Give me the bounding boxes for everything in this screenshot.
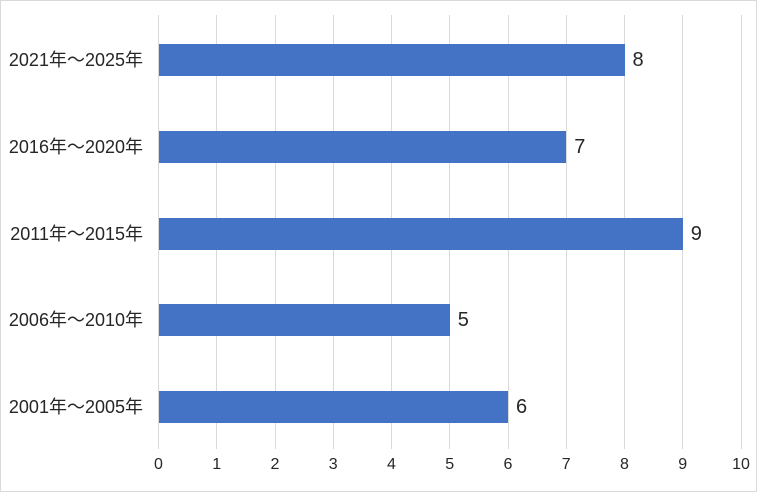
gridline (740, 15, 742, 449)
category-label: 2001年～2005年 (8, 397, 143, 417)
bar-value-label: 8 (632, 49, 644, 71)
x-tick-label: 3 (328, 456, 338, 473)
x-tick-label: 4 (387, 456, 396, 473)
gridline (158, 15, 159, 449)
category-label: 2016年～2020年 (8, 136, 143, 157)
x-tick-label: 0 (154, 456, 163, 473)
x-tick-label: 10 (732, 456, 750, 473)
x-tick-label: 7 (561, 456, 571, 473)
x-tick-label: 2 (270, 456, 280, 473)
bar (159, 391, 508, 423)
x-tick-label: 9 (678, 456, 688, 473)
bar (159, 130, 567, 163)
bar-value-label: 5 (457, 309, 469, 332)
x-tick-label: 6 (503, 456, 513, 473)
x-tick-label: 8 (620, 456, 629, 473)
bar-value-label: 9 (690, 222, 702, 245)
category-label: 2006年～2010年 (8, 310, 143, 331)
gridline (682, 15, 684, 449)
bar-value-label: 7 (574, 135, 586, 158)
category-label: 2011年～2015年 (10, 223, 143, 244)
x-tick-label: 1 (212, 456, 222, 473)
bar (159, 44, 625, 76)
x-tick-label: 5 (445, 456, 455, 473)
category-label: 2021年～2025年 (8, 50, 143, 70)
bar (159, 304, 450, 337)
bar-value-label: 6 (516, 396, 528, 418)
bar (159, 217, 683, 250)
